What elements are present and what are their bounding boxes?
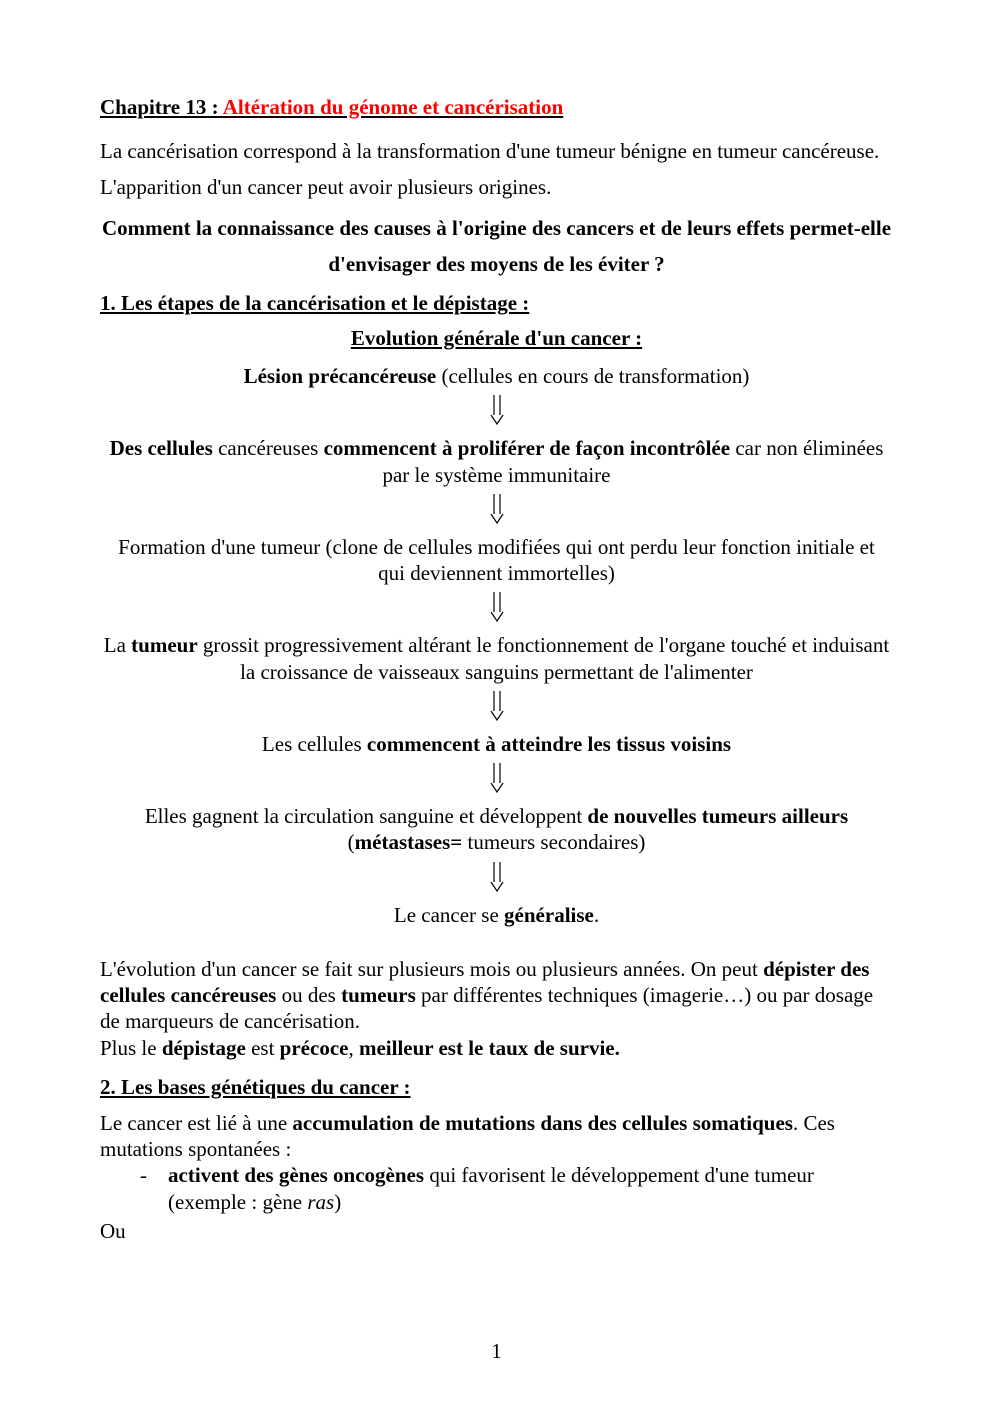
chapter-title: Chapitre 13 : Altération du génome et ca… [100,95,893,120]
flow2-c: commencent à proliférer de façon incontr… [324,436,730,460]
bullet-b: qui favorisent le développement d'une tu… [424,1163,814,1187]
flow2-d: car non éliminées [730,436,883,460]
flow-step-2: Des cellules cancéreuses commencent à pr… [100,435,893,488]
flow-step-4: La tumeur grossit progressivement altéra… [100,632,893,685]
bullet-text: activent des gènes oncogènes qui favoris… [168,1162,814,1215]
flow7-b: généralise [504,903,594,927]
document-page: Chapitre 13 : Altération du génome et ca… [0,0,993,1404]
p2-l2: mutations spontanées : [100,1137,291,1161]
arrow-2 [100,494,893,528]
bullet-l2a: (exemple : gène [168,1190,307,1214]
down-arrow-icon [489,592,505,622]
flow6-l2b: métastases= [355,830,463,854]
flow1-bold: Lésion précancéreuse [244,364,437,388]
flow-step-6: Elles gagnent la circulation sanguine et… [100,803,893,856]
p1-l2d: par différentes techniques (imagerie…) o… [416,983,873,1007]
flow4-c: grossit progressivement altérant le fonc… [198,633,890,657]
arrow-5 [100,763,893,797]
section-2-heading: 2. Les bases génétiques du cancer : [100,1075,893,1100]
section-2-num: 2. [100,1075,121,1099]
title-main: Altération du génome et cancérisation [223,95,564,119]
p1-l4d: précoce [280,1036,349,1060]
flow-step-7: Le cancer se généralise. [100,902,893,928]
flow6-l2c: tumeurs secondaires) [462,830,645,854]
section-1-heading: 1. Les étapes de la cancérisation et le … [100,291,893,316]
p1-l2b: ou des [276,983,341,1007]
intro-line-2: L'apparition d'un cancer peut avoir plus… [100,174,893,200]
flow4-line2: la croissance de vaisseaux sanguins perm… [240,660,753,684]
p2-l1a: Le cancer est lié à une [100,1111,292,1135]
flow-step-3: Formation d'une tumeur (clone de cellule… [100,534,893,587]
section-1-text: Les étapes de la cancérisation et le dép… [121,291,529,315]
arrow-6 [100,862,893,896]
down-arrow-icon [489,763,505,793]
p1-l2c: tumeurs [341,983,416,1007]
p1-l4e: , [348,1036,359,1060]
flow2-a: Des cellules [110,436,213,460]
flow6-l2a: ( [348,830,355,854]
flow4-a: La [104,633,131,657]
title-prefix: Chapitre 13 : [100,95,223,119]
down-arrow-icon [489,691,505,721]
question-line-2: d'envisager des moyens de les éviter ? [100,251,893,277]
p1-l4b: dépistage [162,1036,246,1060]
bullet-dash: - [140,1162,168,1188]
flow-step-1: Lésion précancéreuse (cellules en cours … [100,363,893,389]
flow-step-5: Les cellules commencent à atteindre les … [100,731,893,757]
arrow-4 [100,691,893,725]
paragraph-depistage: L'évolution d'un cancer se fait sur plus… [100,956,893,1061]
p1-l4f: meilleur est le taux de survie. [359,1036,620,1060]
section-2-text: Les bases génétiques du cancer : [121,1075,411,1099]
p1-l4a: Plus le [100,1036,162,1060]
p2-l1b: accumulation de mutations dans des cellu… [292,1111,793,1135]
bullet-l2b: ras [307,1190,334,1214]
flow2-line2: par le système immunitaire [382,463,610,487]
down-arrow-icon [489,395,505,425]
p1-l1a: L'évolution d'un cancer se fait sur plus… [100,957,763,981]
p1-l3: de marqueurs de cancérisation. [100,1009,360,1033]
p1-l2a: cellules cancéreuses [100,983,276,1007]
bullet-a: activent des gènes oncogènes [168,1163,424,1187]
intro-line-1: La cancérisation correspond à la transfo… [100,138,893,164]
flow2-b: cancéreuses [213,436,324,460]
flow1-tail: (cellules en cours de transformation) [436,364,749,388]
p2-l1c: . Ces [793,1111,835,1135]
flow4-b: tumeur [131,633,198,657]
paragraph-bases: Le cancer est lié à une accumulation de … [100,1110,893,1163]
ou-text: Ou [100,1219,893,1244]
flow7-c: . [594,903,599,927]
p1-l4c: est [246,1036,280,1060]
bullet-l2c: ) [334,1190,341,1214]
section-1-num: 1. [100,291,121,315]
flow3-line2: qui deviennent immortelles) [378,561,615,585]
evolution-heading: Evolution générale d'un cancer : [100,326,893,351]
flow5-b: commencent à atteindre les tissus voisin… [367,732,731,756]
down-arrow-icon [489,494,505,524]
page-number: 1 [0,1339,993,1364]
arrow-3 [100,592,893,626]
flow3-line1: Formation d'une tumeur (clone de cellule… [118,535,875,559]
down-arrow-icon [489,862,505,892]
bullet-oncogene: - activent des gènes oncogènes qui favor… [140,1162,893,1215]
question-line-1: Comment la connaissance des causes à l'o… [100,215,893,241]
flow6-a: Elles gagnent la circulation sanguine et… [145,804,588,828]
flow7-a: Le cancer se [394,903,504,927]
arrow-1 [100,395,893,429]
flow6-b: de nouvelles tumeurs ailleurs [587,804,848,828]
flow5-a: Les cellules [262,732,367,756]
p1-l1b: dépister des [763,957,869,981]
